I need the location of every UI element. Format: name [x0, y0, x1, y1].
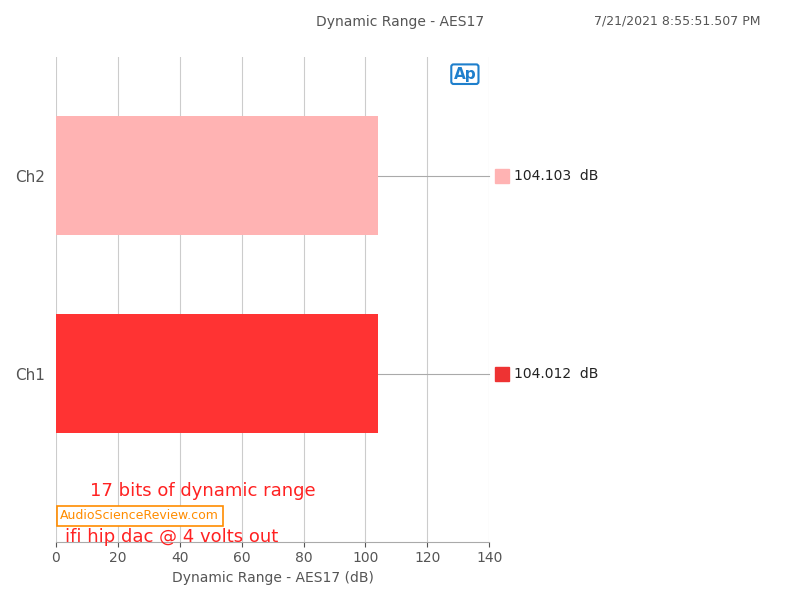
- Bar: [56, 314, 378, 433]
- Bar: [56, 116, 378, 235]
- X-axis label: Dynamic Range - AES17 (dB): Dynamic Range - AES17 (dB): [172, 571, 374, 585]
- Text: Dynamic Range - AES17: Dynamic Range - AES17: [316, 15, 484, 29]
- Text: 104.103  dB: 104.103 dB: [514, 169, 598, 183]
- Text: ifi hip dac @ 4 volts out: ifi hip dac @ 4 volts out: [66, 528, 278, 546]
- Text: 7/21/2021 8:55:51.507 PM: 7/21/2021 8:55:51.507 PM: [594, 15, 760, 28]
- Text: Ap: Ap: [454, 67, 476, 82]
- Text: AudioScienceReview.com: AudioScienceReview.com: [60, 509, 219, 523]
- Text: 17 bits of dynamic range: 17 bits of dynamic range: [90, 482, 316, 500]
- Text: 104.012  dB: 104.012 dB: [514, 367, 598, 380]
